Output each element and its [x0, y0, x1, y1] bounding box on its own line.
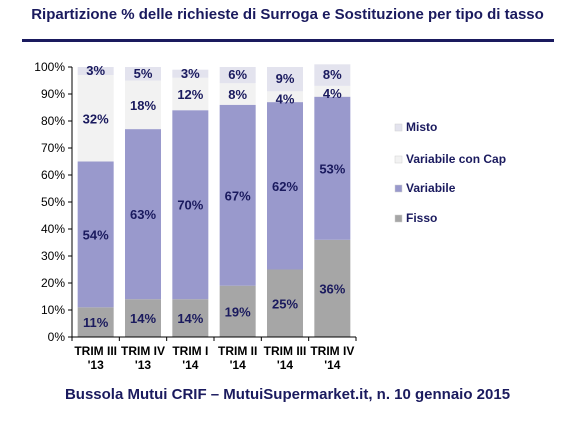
- data-label: 6%: [228, 67, 247, 82]
- x-tick-label: TRIM III: [264, 344, 307, 358]
- data-label: 5%: [134, 66, 153, 81]
- bar-segment: [267, 67, 303, 92]
- legend-label: Fisso: [406, 211, 437, 225]
- x-tick-label: TRIM IV: [310, 344, 354, 358]
- y-tick-label: 20%: [41, 276, 65, 290]
- legend-swatch: [394, 123, 403, 132]
- data-label: 70%: [177, 198, 203, 213]
- data-label: 19%: [225, 304, 251, 319]
- bar-segment: [125, 80, 161, 130]
- data-label: 14%: [130, 311, 156, 326]
- bar-segment: [77, 67, 114, 76]
- source-footer: Bussola Mutui CRIF – MutuiSupermarket.it…: [64, 386, 511, 403]
- bar-segment: [172, 77, 209, 111]
- legend-swatch: [394, 214, 403, 223]
- data-label: 4%: [276, 91, 295, 106]
- bar-segment: [125, 129, 161, 300]
- x-tick-label: TRIM III: [74, 344, 117, 358]
- bar-segment: [314, 239, 351, 337]
- data-label: 25%: [272, 296, 298, 311]
- data-label: 8%: [323, 67, 342, 82]
- x-tick-label: '14: [324, 358, 341, 372]
- data-label: 36%: [319, 281, 345, 296]
- x-tick-label: '14: [182, 358, 199, 372]
- data-label: 32%: [83, 111, 109, 126]
- y-tick-label: 10%: [41, 303, 65, 317]
- bar-segment: [267, 91, 303, 103]
- data-label: 63%: [130, 207, 156, 222]
- y-tick-label: 40%: [41, 222, 65, 236]
- data-label: 62%: [272, 179, 298, 194]
- data-label: 8%: [228, 87, 247, 102]
- x-tick-label: '14: [277, 358, 294, 372]
- bar-segment: [267, 269, 303, 337]
- bar-segment: [77, 161, 114, 308]
- legend-label: Variabile: [406, 181, 456, 195]
- y-tick-label: 100%: [34, 60, 65, 74]
- legend-label: Misto: [406, 120, 437, 134]
- data-label: 67%: [225, 188, 251, 203]
- bar-segment: [172, 69, 209, 78]
- legend-swatch: [394, 184, 403, 193]
- x-tick-label: TRIM II: [218, 344, 257, 358]
- y-tick-label: 30%: [41, 249, 65, 263]
- bar-segment: [219, 67, 256, 84]
- bar-segment: [172, 110, 209, 300]
- legend: Misto Variabile con Cap Variabile Fisso: [394, 120, 506, 225]
- bar-segment: [219, 83, 256, 105]
- chart-title: Ripartizione % delle richieste di Surrog…: [31, 6, 544, 23]
- data-label: 54%: [83, 227, 109, 242]
- y-tick-label: 90%: [41, 87, 65, 101]
- data-label: 11%: [83, 315, 109, 330]
- data-label: 53%: [319, 161, 345, 176]
- legend-label: Variabile con Cap: [406, 152, 506, 166]
- plot-area: [72, 67, 356, 337]
- bar-segment: [314, 85, 351, 97]
- y-tick-label: 0%: [48, 330, 66, 344]
- data-label: 3%: [181, 66, 200, 81]
- data-label: 3%: [86, 63, 105, 78]
- y-tick-label: 60%: [41, 168, 65, 182]
- y-tick-label: 50%: [41, 195, 65, 209]
- bar-segment: [125, 67, 161, 81]
- legend-swatch: [394, 155, 403, 164]
- x-tick-label: '14: [230, 358, 247, 372]
- bar-segment: [77, 75, 114, 162]
- x-tick-label: TRIM I: [172, 344, 208, 358]
- bar-segment: [77, 307, 114, 337]
- bar-segment: [219, 285, 256, 337]
- title-underline: [22, 39, 554, 42]
- data-label: 4%: [323, 86, 342, 101]
- x-tick-label: '13: [88, 358, 105, 372]
- bar-segment: [267, 102, 303, 270]
- data-label: 18%: [130, 98, 156, 113]
- data-label: 14%: [177, 311, 203, 326]
- bar-segment: [125, 299, 161, 337]
- bars: [77, 64, 351, 337]
- y-tick-label: 70%: [41, 141, 65, 155]
- data-label: 9%: [276, 71, 295, 86]
- data-labels: 11% 54% 32% 3% 14% 63% 18% 5% 14% 70% 12% 3% 19% 67% 8…: [83, 63, 346, 330]
- bar-segment: [314, 64, 351, 86]
- plot-background: [72, 67, 356, 337]
- x-tick-label: TRIM IV: [121, 344, 165, 358]
- y-tick-label: 80%: [41, 114, 65, 128]
- bar-segment: [172, 299, 209, 337]
- bar-segment: [219, 104, 256, 286]
- bar-segment: [314, 96, 351, 240]
- x-tick-label: '13: [135, 358, 152, 372]
- data-label: 12%: [177, 87, 203, 102]
